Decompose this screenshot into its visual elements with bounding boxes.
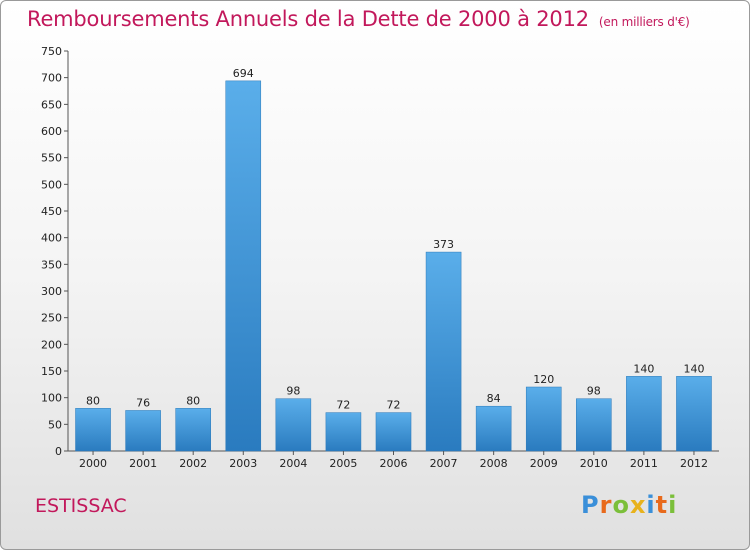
data-label: 98 bbox=[587, 385, 601, 398]
brand-letter: t bbox=[655, 491, 669, 519]
x-tick-label: 2011 bbox=[630, 457, 658, 470]
x-tick-label: 2012 bbox=[680, 457, 708, 470]
y-tick-label: 100 bbox=[41, 392, 62, 405]
x-tick-label: 2008 bbox=[480, 457, 508, 470]
commune-name: ESTISSAC bbox=[35, 495, 127, 517]
bar bbox=[626, 376, 662, 452]
y-tick-label: 200 bbox=[41, 338, 62, 351]
y-tick-label: 300 bbox=[41, 285, 62, 298]
data-label: 80 bbox=[186, 394, 200, 407]
chart-title: Remboursements Annuels de la Dette de 20… bbox=[27, 7, 690, 31]
y-tick-label: 350 bbox=[41, 258, 62, 271]
y-tick-label: 700 bbox=[41, 72, 62, 85]
brand-letter: x bbox=[629, 491, 647, 519]
bar bbox=[375, 412, 412, 452]
bar bbox=[225, 80, 262, 452]
y-tick-label: 600 bbox=[41, 125, 62, 138]
data-label: 120 bbox=[533, 373, 554, 386]
data-label: 694 bbox=[233, 67, 254, 80]
y-tick-label: 450 bbox=[41, 205, 62, 218]
y-tick-label: 500 bbox=[41, 178, 62, 191]
brand-logo: Proxiti bbox=[581, 491, 677, 519]
brand-letter: i bbox=[668, 491, 678, 519]
bar bbox=[475, 405, 512, 452]
brand-letter: r bbox=[599, 491, 613, 519]
y-tick-label: 0 bbox=[55, 445, 62, 458]
y-tick-label: 250 bbox=[41, 312, 62, 325]
data-label: 72 bbox=[387, 399, 401, 412]
bar bbox=[525, 386, 562, 452]
data-label: 80 bbox=[86, 394, 100, 407]
y-tick-label: 50 bbox=[48, 418, 62, 431]
x-tick-label: 2002 bbox=[179, 457, 207, 470]
bar bbox=[75, 408, 111, 452]
y-tick-label: 400 bbox=[41, 232, 62, 245]
bar bbox=[425, 251, 462, 452]
bar bbox=[175, 408, 211, 452]
x-tick-label: 2009 bbox=[530, 457, 558, 470]
data-label: 72 bbox=[336, 399, 350, 412]
x-tick-label: 2000 bbox=[79, 457, 107, 470]
bar bbox=[325, 412, 362, 452]
y-tick-label: 750 bbox=[41, 45, 62, 58]
data-label: 98 bbox=[286, 385, 300, 398]
data-label: 84 bbox=[487, 392, 501, 405]
chart-title-text: Remboursements Annuels de la Dette de 20… bbox=[27, 7, 589, 31]
brand-letter: i bbox=[646, 491, 656, 519]
bar bbox=[576, 398, 612, 452]
data-label: 140 bbox=[633, 362, 654, 375]
data-label: 373 bbox=[433, 238, 454, 251]
x-tick-label: 2006 bbox=[380, 457, 408, 470]
brand-letter: o bbox=[612, 491, 630, 519]
x-tick-label: 2005 bbox=[329, 457, 357, 470]
x-tick-label: 2003 bbox=[229, 457, 257, 470]
x-tick-label: 2010 bbox=[580, 457, 608, 470]
x-tick-label: 2001 bbox=[129, 457, 157, 470]
bar bbox=[676, 376, 712, 452]
bar bbox=[275, 398, 312, 452]
y-tick-label: 550 bbox=[41, 152, 62, 165]
chart-unit-note: (en milliers d'€) bbox=[598, 15, 690, 29]
data-label: 76 bbox=[136, 396, 150, 409]
x-tick-label: 2007 bbox=[430, 457, 458, 470]
bar bbox=[125, 410, 161, 452]
y-tick-label: 650 bbox=[41, 98, 62, 111]
y-tick-label: 150 bbox=[41, 365, 62, 378]
brand-letter: P bbox=[581, 491, 600, 519]
x-tick-label: 2004 bbox=[279, 457, 307, 470]
data-label: 140 bbox=[683, 362, 704, 375]
